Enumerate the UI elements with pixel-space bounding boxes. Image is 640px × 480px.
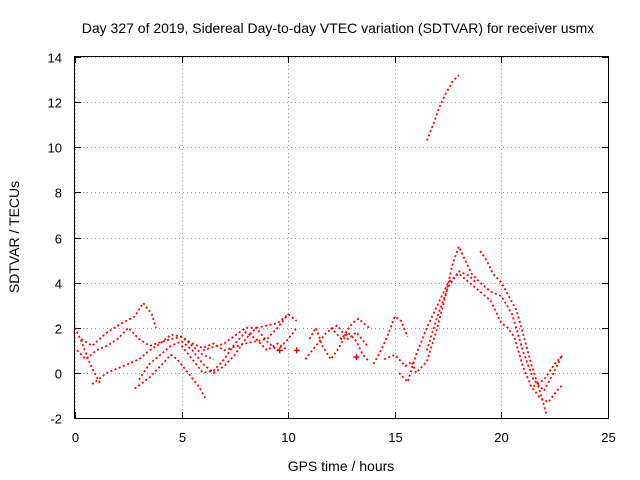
data-point xyxy=(293,347,300,354)
plot-frame xyxy=(74,56,609,419)
trace-sat-b xyxy=(76,326,214,361)
trace-sat-p xyxy=(479,250,548,414)
y-axis-label: SDTVAR / TECUs xyxy=(6,181,22,293)
trace-sat-i xyxy=(308,325,370,363)
trace-sat-n xyxy=(398,272,564,404)
trace-sat-k xyxy=(330,317,370,341)
trace-sat-l xyxy=(372,315,409,365)
data-traces xyxy=(74,74,564,414)
chart-title: Day 327 of 2019, Sidereal Day-to-day VTE… xyxy=(82,20,595,36)
trace-sat-g xyxy=(180,331,289,374)
y-tick-label: 4 xyxy=(55,277,62,292)
y-tick-label: -2 xyxy=(50,412,62,427)
axis-ticks: 0 5 10 15 20 25 -2 0 2 4 6 8 10 12 14 xyxy=(48,51,616,446)
x-tick-label: 5 xyxy=(179,430,186,445)
y-tick-label: 2 xyxy=(55,322,62,337)
x-tick-label: 15 xyxy=(388,430,402,445)
y-tick-label: 14 xyxy=(48,51,62,66)
trace-sat-a xyxy=(80,301,157,347)
x-axis-label: GPS time / hours xyxy=(288,458,395,474)
y-tick-label: 8 xyxy=(55,186,62,201)
data-point xyxy=(353,354,360,361)
x-tick-label: 20 xyxy=(494,430,508,445)
trace-sat-j xyxy=(304,324,368,360)
data-point xyxy=(276,347,283,354)
grid xyxy=(75,57,609,419)
trace-sat-r xyxy=(425,74,460,141)
trace-sat-m xyxy=(383,244,562,393)
y-tick-label: 12 xyxy=(48,96,62,111)
trace-sat-c xyxy=(74,327,102,385)
y-tick-label: 0 xyxy=(55,367,62,382)
x-tick-label: 10 xyxy=(281,430,295,445)
trace-sat-e xyxy=(134,353,206,399)
y-tick-label: 10 xyxy=(48,141,62,156)
x-tick-label: 0 xyxy=(72,430,79,445)
y-tick-label: 6 xyxy=(55,232,62,247)
trace-sat-d xyxy=(91,313,289,385)
x-tick-label: 25 xyxy=(601,430,615,445)
trace-sat-h xyxy=(202,326,298,352)
trace-sat-q xyxy=(532,354,564,388)
